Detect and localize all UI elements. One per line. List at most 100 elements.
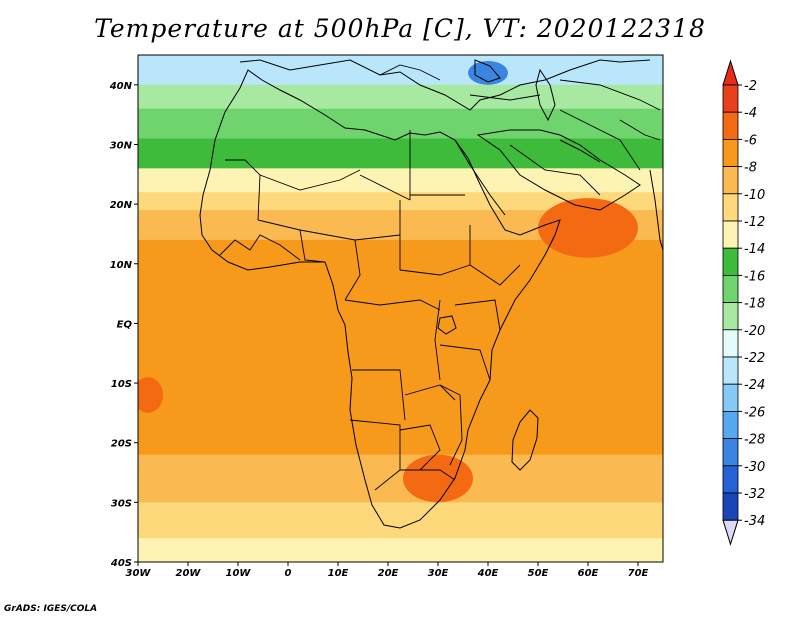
x-tick-label-5: 20E [378, 568, 399, 579]
field-band-0 [138, 55, 663, 86]
y-tick-label-8: 40S [110, 558, 132, 569]
border-saudi [509, 144, 601, 196]
coastlines [199, 59, 663, 529]
x-tick-label-9: 60E [578, 568, 599, 579]
colorbar-box-7 [722, 274, 739, 303]
madagascar-coastline [511, 409, 539, 471]
colorbar-label-9: -20 [744, 324, 765, 339]
field-feature-0 [403, 454, 473, 503]
x-axis: 30W 20W 10W 0 10E 20E 30E 40E 50E 60E 70E [126, 562, 649, 579]
arabia-coastline [476, 129, 641, 211]
border-sudan-south [399, 264, 471, 276]
border-congo [344, 299, 441, 311]
x-tick-label-3: 0 [285, 568, 292, 579]
black-sea-coastline [474, 59, 501, 83]
colorbar-box-10 [722, 356, 739, 385]
field-band-1 [138, 84, 663, 110]
colorbar-label-13: -28 [744, 433, 765, 448]
colorbar-box-6 [722, 247, 739, 276]
border-drc-east [434, 299, 441, 381]
x-tick-label-2: 10W [226, 568, 252, 579]
caspian-coastline [535, 68, 556, 122]
colorbar-box-2 [722, 138, 739, 167]
colorbar-box-14 [722, 465, 739, 494]
border-central-asia [559, 79, 661, 111]
africa-coastline [199, 69, 561, 529]
colorbar-label-1: -4 [744, 106, 757, 121]
x-tick-label-10: 70E [628, 568, 649, 579]
colorbar-box-8 [722, 302, 739, 331]
colorbar-label-12: -26 [744, 405, 765, 420]
y-tick-label-0: 40N [109, 81, 133, 92]
colorbar-label-8: -18 [744, 297, 765, 312]
border-nigeria [299, 229, 326, 263]
colorbar-box-0 [722, 84, 739, 113]
border-afghanistan [619, 119, 661, 141]
field-feature-2 [138, 377, 163, 413]
field-band-3 [138, 138, 663, 169]
colorbar-label-2: -6 [744, 133, 757, 148]
border-libya-chad [359, 174, 411, 201]
x-tick-label-1: 20W [176, 568, 202, 579]
colorbar-box-3 [722, 166, 739, 195]
colorbar-box-11 [722, 383, 739, 412]
border-ethiopia [469, 225, 521, 286]
colorbar-box-9 [722, 329, 739, 358]
colorbar-label-5: -12 [744, 215, 765, 230]
colorbar-box-4 [722, 193, 739, 222]
lake-victoria [437, 315, 457, 335]
border-angola [352, 369, 406, 421]
plot-frame [137, 54, 664, 563]
colorbar-arrow-bottom [722, 519, 739, 546]
field-band-10 [138, 538, 663, 562]
border-algeria-mali [259, 169, 361, 191]
colorbar-label-11: -24 [744, 378, 765, 393]
colorbar-label-14: -30 [744, 460, 765, 475]
persian-gulf-coastline [559, 139, 601, 163]
chart-title: Temperature at 500hPa [C], VT: 202012231… [94, 14, 706, 43]
border-turkey [469, 94, 541, 101]
border-sahel [257, 219, 401, 241]
field-feature-1 [538, 198, 638, 258]
colorbar: -2 -4 -6 -8 -10 -12 -14 -16 -18 -20 -22 -24 -26 -28 -3… [722, 59, 765, 546]
x-tick-label-4: 10E [328, 568, 349, 579]
y-tick-label-2: 20N [110, 200, 133, 211]
field-feature-3 [468, 60, 508, 85]
europe-coastline [239, 59, 651, 111]
border-mauritania [225, 159, 261, 221]
colorbar-label-3: -8 [744, 161, 757, 176]
border-iran [559, 109, 641, 171]
y-tick-label-5: 10S [111, 379, 132, 390]
field-band-8 [138, 454, 663, 503]
country-borders [219, 64, 661, 491]
colorbar-box-13 [722, 438, 739, 467]
colorbar-box-15 [722, 492, 739, 521]
field-band-2 [138, 108, 663, 140]
border-tanzania [439, 344, 491, 381]
border-west-africa [219, 234, 301, 261]
field-band-7 [138, 239, 663, 456]
x-tick-label-6: 30E [428, 568, 449, 579]
y-tick-label-6: 20S [111, 439, 132, 450]
field-band-9 [138, 502, 663, 539]
colorbar-label-0: -2 [744, 79, 757, 94]
field-band-4 [138, 168, 663, 193]
border-mozambique [439, 384, 463, 466]
x-tick-label-7: 40E [477, 568, 499, 579]
temperature-field [138, 55, 663, 562]
x-tick-label-8: 50E [528, 568, 549, 579]
border-kenya [454, 299, 501, 331]
colorbar-label-7: -16 [744, 269, 765, 284]
y-axis: 40N 30N 20N 10N EQ 10S 20S 30S 40S [109, 81, 138, 569]
y-tick-label-4: EQ [117, 319, 133, 330]
x-tick-label-0: 30W [126, 568, 152, 579]
colorbar-box-5 [722, 220, 739, 249]
y-tick-label-7: 30S [111, 498, 132, 509]
grads-credit: GrADS: IGES/COLA [4, 604, 98, 614]
colorbar-box-12 [722, 410, 739, 439]
india-coastline [649, 169, 663, 251]
border-cameroon [344, 239, 361, 301]
colorbar-label-16: -34 [744, 514, 765, 529]
colorbar-label-10: -22 [744, 351, 765, 366]
